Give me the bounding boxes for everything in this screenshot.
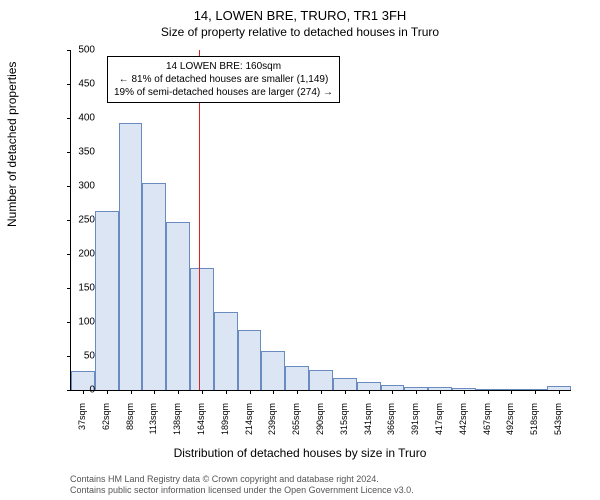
x-tick-label: 467sqm xyxy=(482,403,492,443)
histogram-bar xyxy=(333,378,357,390)
y-tick-mark xyxy=(67,84,71,85)
histogram-bar xyxy=(238,330,262,390)
x-tick-mark xyxy=(392,390,393,394)
x-tick-label: 214sqm xyxy=(244,403,254,443)
x-tick-mark xyxy=(297,390,298,394)
y-tick-mark xyxy=(67,118,71,119)
histogram-bar xyxy=(261,351,285,390)
footer-line-1: Contains HM Land Registry data © Crown c… xyxy=(70,474,414,485)
y-tick-mark xyxy=(67,356,71,357)
footer-line-2: Contains public sector information licen… xyxy=(70,485,414,496)
histogram-bar xyxy=(357,382,381,390)
x-tick-mark xyxy=(535,390,536,394)
x-tick-mark xyxy=(559,390,560,394)
x-tick-label: 290sqm xyxy=(315,403,325,443)
annotation-line-2: ← 81% of detached houses are smaller (1,… xyxy=(114,73,333,86)
footer-text: Contains HM Land Registry data © Crown c… xyxy=(70,474,414,497)
y-tick-label: 300 xyxy=(78,181,95,192)
y-tick-label: 0 xyxy=(89,385,95,396)
x-tick-label: 518sqm xyxy=(529,403,539,443)
x-tick-label: 417sqm xyxy=(434,403,444,443)
chart-subtitle: Size of property relative to detached ho… xyxy=(0,23,600,39)
x-tick-label: 315sqm xyxy=(339,403,349,443)
y-tick-mark xyxy=(67,322,71,323)
histogram-bar xyxy=(95,211,119,390)
chart-container: 14, LOWEN BRE, TRURO, TR1 3FH Size of pr… xyxy=(0,0,600,500)
x-tick-mark xyxy=(321,390,322,394)
x-tick-label: 442sqm xyxy=(458,403,468,443)
y-tick-label: 350 xyxy=(78,147,95,158)
chart-plot-area: 14 LOWEN BRE: 160sqm← 81% of detached ho… xyxy=(70,50,571,391)
chart-title: 14, LOWEN BRE, TRURO, TR1 3FH xyxy=(0,0,600,23)
y-tick-mark xyxy=(67,254,71,255)
x-tick-label: 189sqm xyxy=(220,403,230,443)
x-tick-mark xyxy=(488,390,489,394)
y-tick-label: 100 xyxy=(78,317,95,328)
x-tick-mark xyxy=(511,390,512,394)
x-tick-mark xyxy=(440,390,441,394)
histogram-bar xyxy=(214,312,238,390)
annotation-line-1: 14 LOWEN BRE: 160sqm xyxy=(114,60,333,73)
x-tick-label: 37sqm xyxy=(77,403,87,443)
x-tick-label: 366sqm xyxy=(386,403,396,443)
annotation-box: 14 LOWEN BRE: 160sqm← 81% of detached ho… xyxy=(107,56,340,103)
x-axis-label: Distribution of detached houses by size … xyxy=(0,446,600,460)
y-tick-mark xyxy=(67,390,71,391)
x-tick-label: 88sqm xyxy=(125,403,135,443)
x-tick-mark xyxy=(345,390,346,394)
x-tick-mark xyxy=(202,390,203,394)
x-tick-mark xyxy=(369,390,370,394)
histogram-bar xyxy=(166,222,190,390)
y-tick-label: 150 xyxy=(78,283,95,294)
y-tick-label: 50 xyxy=(84,351,95,362)
x-tick-mark xyxy=(107,390,108,394)
y-tick-label: 450 xyxy=(78,79,95,90)
y-tick-mark xyxy=(67,186,71,187)
x-tick-label: 62sqm xyxy=(101,403,111,443)
x-tick-label: 164sqm xyxy=(196,403,206,443)
x-tick-label: 138sqm xyxy=(172,403,182,443)
y-tick-label: 400 xyxy=(78,113,95,124)
x-tick-label: 265sqm xyxy=(291,403,301,443)
x-tick-mark xyxy=(416,390,417,394)
histogram-bar xyxy=(190,268,214,390)
y-tick-label: 500 xyxy=(78,45,95,56)
histogram-bar xyxy=(309,370,333,390)
histogram-bar xyxy=(285,366,309,390)
histogram-bar xyxy=(142,183,166,390)
y-tick-label: 250 xyxy=(78,215,95,226)
x-tick-label: 239sqm xyxy=(267,403,277,443)
x-tick-mark xyxy=(154,390,155,394)
x-tick-mark xyxy=(226,390,227,394)
x-tick-mark xyxy=(178,390,179,394)
x-tick-mark xyxy=(464,390,465,394)
x-tick-label: 341sqm xyxy=(363,403,373,443)
x-tick-mark xyxy=(273,390,274,394)
x-tick-mark xyxy=(250,390,251,394)
y-tick-mark xyxy=(67,220,71,221)
y-tick-label: 200 xyxy=(78,249,95,260)
histogram-bar xyxy=(119,123,143,390)
annotation-line-3: 19% of semi-detached houses are larger (… xyxy=(114,86,333,99)
y-axis-label: Number of detached properties xyxy=(5,62,19,227)
y-tick-mark xyxy=(67,152,71,153)
x-tick-mark xyxy=(131,390,132,394)
y-tick-mark xyxy=(67,288,71,289)
x-tick-mark xyxy=(83,390,84,394)
x-tick-label: 492sqm xyxy=(505,403,515,443)
x-tick-label: 391sqm xyxy=(410,403,420,443)
y-tick-mark xyxy=(67,50,71,51)
x-tick-label: 113sqm xyxy=(148,403,158,443)
x-tick-label: 543sqm xyxy=(553,403,563,443)
